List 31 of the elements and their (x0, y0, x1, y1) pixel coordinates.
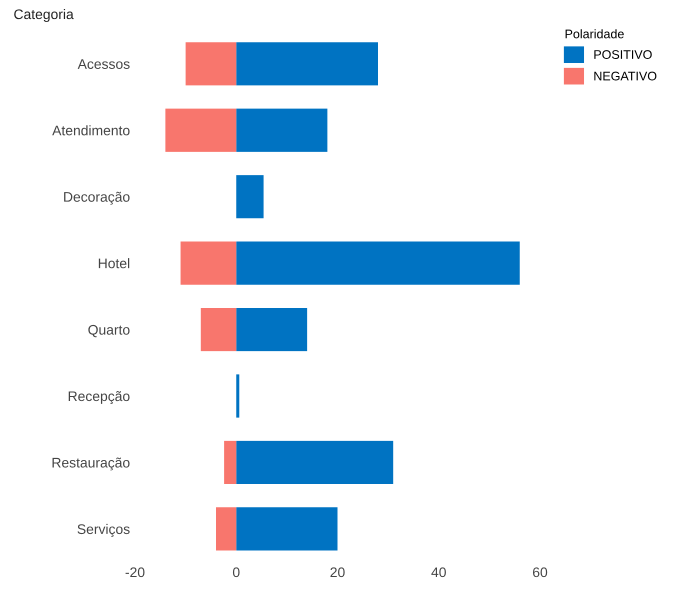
bar (200, 308, 236, 352)
bar (236, 440, 394, 484)
y-tick-label: Acessos (78, 59, 130, 69)
x-tick-label: 60 (532, 567, 548, 578)
x-tick-label: 40 (431, 567, 446, 578)
bar (165, 108, 236, 152)
y-tick-label: Quarto (88, 324, 130, 338)
y-tick-label: Decoração (64, 192, 130, 205)
y-tick-label: Atendimento (52, 125, 130, 136)
legend-label: POSITIVO (594, 50, 652, 59)
bar (236, 42, 378, 86)
bar (216, 507, 236, 550)
bar (236, 374, 240, 418)
legend-label: NEGATIVO (594, 72, 656, 80)
bar (236, 108, 328, 152)
x-tick-label: 20 (330, 567, 345, 578)
x-tick-label: 0 (232, 567, 240, 578)
y-tick-label: Restauração (52, 457, 130, 470)
y-tick-label: Serviços (78, 524, 130, 537)
y-axis-title: Categoria (14, 8, 74, 22)
bar (236, 242, 520, 285)
x-tick-label: -20 (126, 567, 144, 578)
bar (236, 308, 308, 352)
y-tick-label: Hotel (98, 258, 130, 268)
bar (236, 507, 338, 550)
bar (180, 242, 236, 285)
bar (186, 42, 236, 86)
bar (236, 175, 264, 218)
legend-title: Polaridade (566, 29, 624, 38)
y-tick-label: Recepção (68, 391, 130, 404)
bar (224, 440, 236, 484)
